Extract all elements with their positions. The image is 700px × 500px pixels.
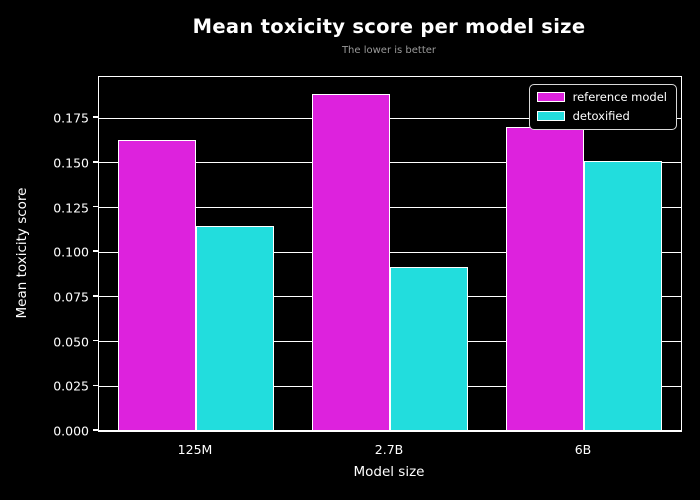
y-tick-label: 0.150	[53, 155, 89, 171]
bar-reference-model-6B	[506, 127, 584, 431]
legend-swatch-reference-model	[536, 92, 565, 102]
legend-swatch-detoxified	[536, 111, 565, 121]
bar-detoxified-2.7B	[390, 267, 468, 431]
legend-label: reference model	[572, 90, 667, 104]
y-tick-mark	[93, 161, 98, 163]
y-axis-label: Mean toxicity score	[14, 187, 30, 319]
chart-title: Mean toxicity score per model size	[192, 15, 586, 38]
chart-subtitle: The lower is better	[341, 45, 437, 56]
y-tick-label: 0.025	[53, 378, 89, 394]
bar-detoxified-6B	[584, 161, 662, 431]
x-tick-label-2.7B: 2.7B	[374, 442, 404, 457]
x-axis-label: Model size	[353, 464, 425, 480]
y-tick-label: 0.175	[53, 110, 89, 126]
gridline	[99, 117, 681, 119]
x-tick-label-125M: 125M	[177, 442, 213, 457]
y-tick-label: 0.075	[53, 289, 89, 305]
bar-reference-model-125M	[118, 140, 196, 431]
gridline	[99, 430, 681, 432]
legend: reference model detoxified	[528, 84, 677, 130]
y-tick-mark	[93, 116, 98, 118]
y-tick-label: 0.050	[53, 334, 89, 350]
x-tick-label-6B: 6B	[574, 442, 592, 457]
plot-area: reference model detoxified	[98, 76, 682, 432]
legend-label: detoxified	[572, 109, 630, 123]
y-tick-label: 0.100	[53, 244, 89, 260]
y-tick-mark	[93, 339, 98, 342]
y-tick-label: 0.125	[53, 200, 89, 215]
y-tick-mark	[93, 205, 98, 208]
y-tick-mark	[93, 250, 98, 252]
gridline	[99, 162, 681, 164]
legend-item-detoxified: detoxified	[536, 109, 667, 123]
y-tick-mark	[93, 429, 98, 431]
legend-item-reference-model: reference model	[536, 90, 667, 104]
y-tick-mark	[93, 384, 98, 387]
bar-reference-model-2.7B	[312, 94, 390, 431]
gridline	[99, 251, 681, 253]
bar-detoxified-125M	[196, 225, 274, 431]
gridline	[99, 206, 681, 209]
y-tick-label: 0.000	[53, 423, 89, 439]
y-tick-mark	[93, 295, 98, 297]
